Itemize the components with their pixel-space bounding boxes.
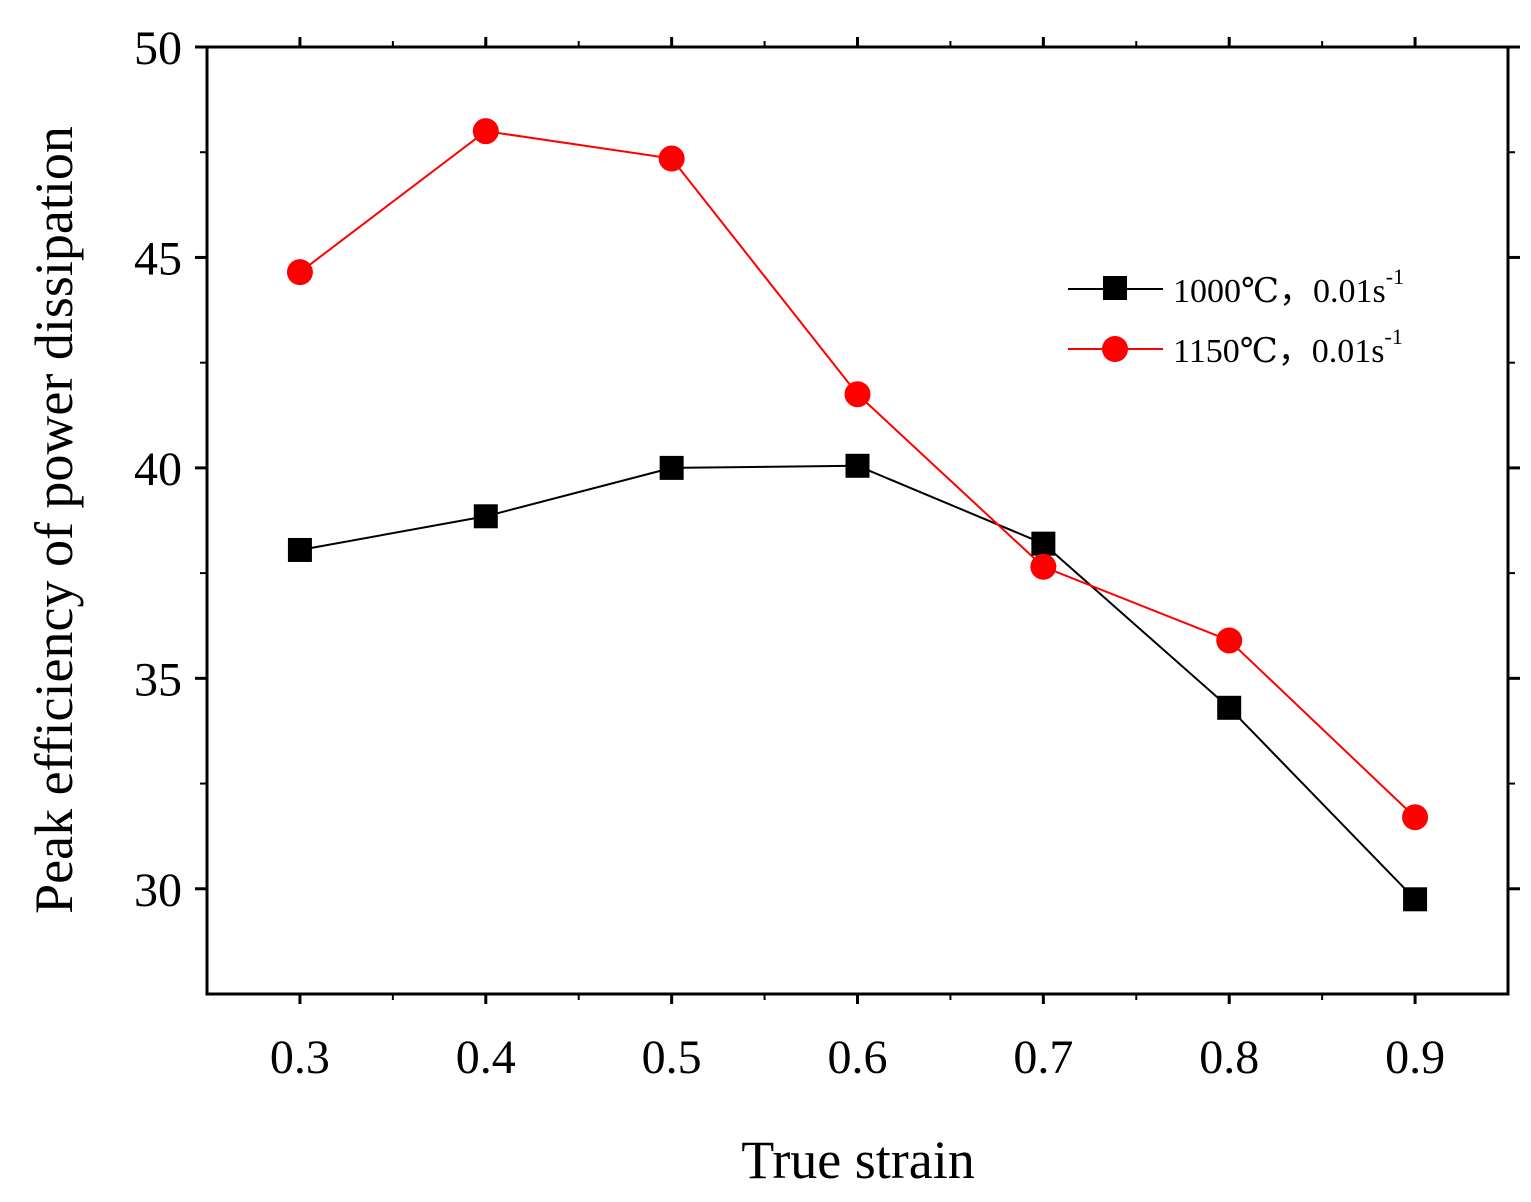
y-axis-tick-labels: 30 35 40 45 50 — [134, 22, 182, 917]
series-1-point — [1402, 804, 1429, 831]
plot-frame — [205, 45, 1510, 996]
legend-marker-circle — [1102, 336, 1128, 362]
series-1-point — [1216, 627, 1243, 654]
series-1-point — [472, 118, 499, 145]
x-tick-label: 0.9 — [1385, 1031, 1445, 1084]
x-tick-label: 0.5 — [642, 1031, 702, 1084]
x-tick-label: 0.8 — [1199, 1031, 1259, 1084]
legend-label-1000c-main: 1000℃，0.01s — [1173, 273, 1386, 310]
legend-label-1150c-sup: -1 — [1385, 324, 1403, 349]
y-tick-label: 50 — [134, 22, 182, 75]
x-tick-label: 0.4 — [456, 1031, 516, 1084]
series-lines — [299, 130, 1416, 900]
legend-label-1000c-sup: -1 — [1386, 264, 1404, 289]
y-tick-label: 45 — [134, 232, 182, 285]
legend: 1000℃，0.01s-1 1150℃，0.01s-1 — [1068, 264, 1404, 370]
series-1-point — [658, 145, 685, 172]
series-0-point — [1403, 887, 1428, 912]
x-tick-label: 0.7 — [1013, 1031, 1073, 1084]
y-axis-title: Peak efficiency of power dissipation — [24, 126, 84, 914]
series-markers — [286, 118, 1429, 912]
series-0-point — [473, 504, 498, 529]
series-0-point — [287, 537, 312, 562]
series-1-point — [844, 381, 871, 408]
series-1-point — [1030, 553, 1057, 580]
series-1-point — [286, 259, 313, 286]
series-line-0 — [299, 464, 1416, 900]
y-axis-ticks — [195, 45, 1520, 891]
legend-label-1000c: 1000℃，0.01s-1 — [1173, 264, 1404, 310]
x-tick-label: 0.3 — [270, 1031, 330, 1084]
series-0-point — [1217, 695, 1242, 720]
series-0-point — [659, 455, 684, 480]
y-tick-label: 40 — [134, 443, 182, 496]
legend-label-1150c-main: 1150℃，0.01s — [1173, 333, 1385, 370]
series-0-point — [845, 453, 870, 478]
x-axis-title: True strain — [741, 1130, 975, 1190]
y-tick-label: 35 — [134, 653, 182, 706]
legend-label-1150c: 1150℃，0.01s-1 — [1173, 324, 1403, 370]
series-0-point — [1031, 531, 1056, 556]
y-tick-label: 30 — [134, 864, 182, 917]
x-tick-label: 0.6 — [828, 1031, 888, 1084]
x-axis-tick-labels: 0.3 0.4 0.5 0.6 0.7 0.8 0.9 — [270, 1031, 1445, 1084]
x-axis-ticks — [298, 37, 1417, 1004]
legend-marker-square — [1103, 276, 1127, 300]
